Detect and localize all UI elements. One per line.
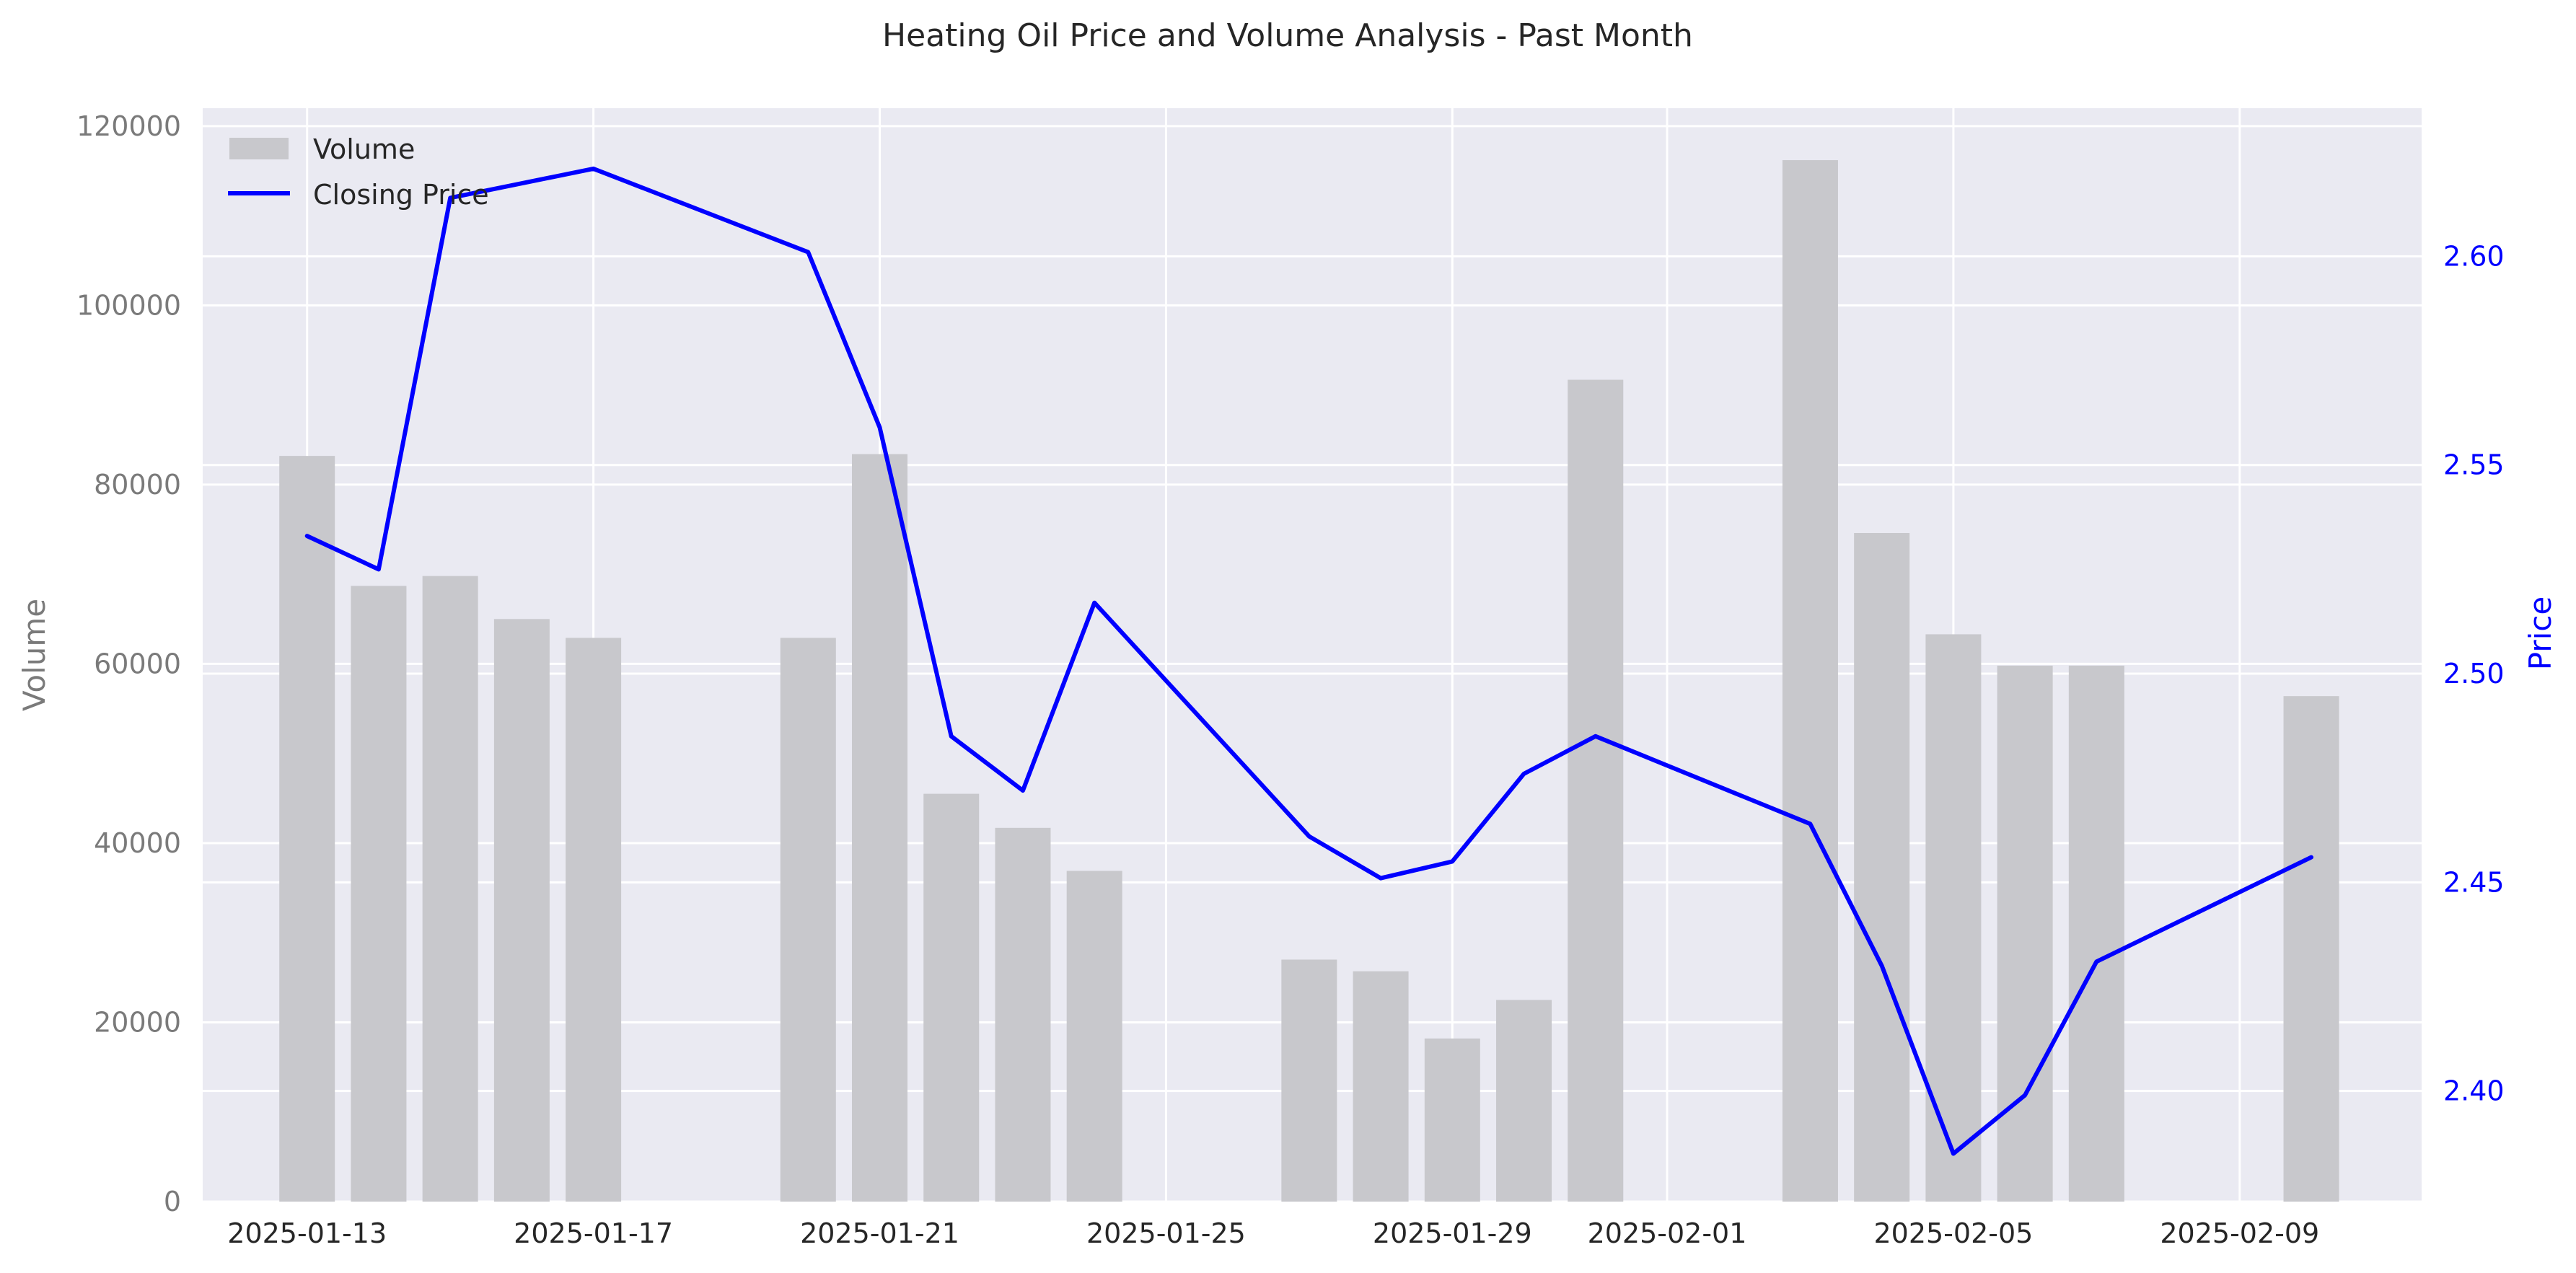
x-tick-label: 2025-01-17 bbox=[514, 1217, 673, 1249]
volume-bar bbox=[2068, 665, 2124, 1202]
x-tick-label: 2025-02-09 bbox=[2160, 1217, 2319, 1249]
x-tick-label: 2025-01-21 bbox=[800, 1217, 959, 1249]
y-right-tick-label: 2.55 bbox=[2443, 449, 2505, 481]
volume-bar bbox=[923, 793, 980, 1202]
volume-bar bbox=[1424, 1038, 1480, 1202]
y-right-tick-label: 2.60 bbox=[2443, 240, 2505, 272]
y-axis-label-right: Price bbox=[2523, 596, 2558, 670]
volume-bar bbox=[1854, 533, 1910, 1202]
axis-ticks: 2025-01-13 2025-01-17 2025-01-21 2025-01-25… bbox=[76, 110, 2505, 1249]
legend: Volume Closing Price bbox=[228, 133, 489, 211]
volume-bar bbox=[279, 456, 335, 1202]
volume-bar bbox=[2283, 696, 2339, 1202]
x-tick-label: 2025-01-25 bbox=[1086, 1217, 1246, 1249]
legend-volume-label: Volume bbox=[313, 133, 415, 165]
legend-volume-swatch bbox=[229, 138, 289, 159]
y-right-tick-label: 2.45 bbox=[2443, 866, 2505, 898]
x-tick-label: 2025-01-29 bbox=[1373, 1217, 1532, 1249]
volume-bar bbox=[566, 638, 622, 1202]
y-left-tick-label: 60000 bbox=[94, 648, 181, 679]
price-line-layer bbox=[304, 166, 2313, 1156]
x-tick-label: 2025-02-01 bbox=[1588, 1217, 1747, 1249]
volume-bar bbox=[1997, 665, 2053, 1202]
volume-bar bbox=[780, 638, 836, 1202]
y-left-tick-label: 40000 bbox=[94, 827, 181, 859]
volume-bar bbox=[351, 586, 407, 1202]
legend-closing-price-label: Closing Price bbox=[313, 179, 489, 211]
y-right-tick-label: 2.50 bbox=[2443, 658, 2505, 690]
y-left-tick-label: 120000 bbox=[76, 110, 181, 142]
volume-bar bbox=[1782, 160, 1838, 1202]
y-right-tick-label: 2.40 bbox=[2443, 1075, 2505, 1107]
y-left-tick-label: 80000 bbox=[94, 469, 181, 501]
volume-bar bbox=[422, 576, 478, 1202]
volume-bar bbox=[1925, 634, 1982, 1202]
volume-bar bbox=[1066, 871, 1122, 1202]
volume-bar bbox=[852, 454, 908, 1202]
volume-bar bbox=[1353, 971, 1409, 1202]
volume-bars bbox=[279, 160, 2339, 1202]
x-tick-label: 2025-01-13 bbox=[227, 1217, 387, 1249]
x-tick-label: 2025-02-05 bbox=[1873, 1217, 2033, 1249]
volume-bar bbox=[1281, 959, 1337, 1202]
closing-price-line bbox=[304, 166, 2313, 1156]
chart-title: Heating Oil Price and Volume Analysis - … bbox=[882, 17, 1693, 54]
volume-bar bbox=[1496, 1000, 1552, 1202]
y-left-tick-label: 100000 bbox=[76, 289, 181, 321]
volume-bar bbox=[1568, 379, 1624, 1202]
y-left-tick-label: 0 bbox=[164, 1186, 181, 1217]
volume-bar bbox=[493, 619, 550, 1202]
volume-bar bbox=[995, 827, 1051, 1202]
y-axis-label-left: Volume bbox=[17, 599, 52, 711]
y-left-tick-label: 20000 bbox=[94, 1006, 181, 1038]
